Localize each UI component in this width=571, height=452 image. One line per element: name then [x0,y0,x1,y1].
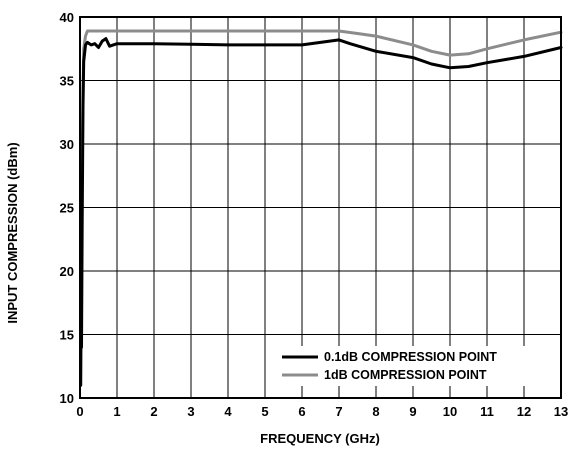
series-lines [79,29,563,387]
x-tick-label-10: 10 [443,404,457,419]
x-tick-label-5: 5 [261,404,268,419]
legend-label-0: 0.1dB COMPRESSION POINT [324,350,497,364]
y-tick-label-5: 35 [60,74,74,89]
legend-background [276,346,558,386]
x-tick-label-9: 9 [409,404,416,419]
x-tick-label-12: 12 [517,404,531,419]
y-tick-label-2: 20 [60,264,74,279]
x-tick-label-6: 6 [298,404,305,419]
y-axis-label: INPUT COMPRESSION (dBm) [5,142,20,323]
y-tick-label-6: 40 [60,10,74,25]
x-tick-label-0: 0 [76,404,83,419]
legend-label-1: 1dB COMPRESSION POINT [324,368,487,382]
x-tick-label-13: 13 [554,404,568,419]
y-tick-label-1: 15 [60,328,74,343]
x-tick-label-1: 1 [113,404,120,419]
y-tick-label-3: 25 [60,201,74,216]
y-tick-labels: 10 15 20 25 30 35 40 [60,10,74,406]
x-tick-label-3: 3 [187,404,194,419]
x-tick-label-2: 2 [150,404,157,419]
series-line-1 [79,29,563,349]
plot-frame [79,16,562,399]
x-tick-labels: 0 1 2 3 4 5 6 7 8 9 10 11 12 13 [76,404,568,419]
grid [79,16,562,399]
x-tick-label-7: 7 [335,404,342,419]
x-tick-label-11: 11 [480,404,494,419]
series-line-0 [79,37,563,387]
x-tick-label-8: 8 [372,404,379,419]
x-axis-label: FREQUENCY (GHz) [260,431,380,446]
y-tick-label-4: 30 [60,137,74,152]
legend: 0.1dB COMPRESSION POINT 1dB COMPRESSION … [276,346,558,386]
y-tick-label-0: 10 [60,391,74,406]
x-tick-label-4: 4 [224,404,232,419]
